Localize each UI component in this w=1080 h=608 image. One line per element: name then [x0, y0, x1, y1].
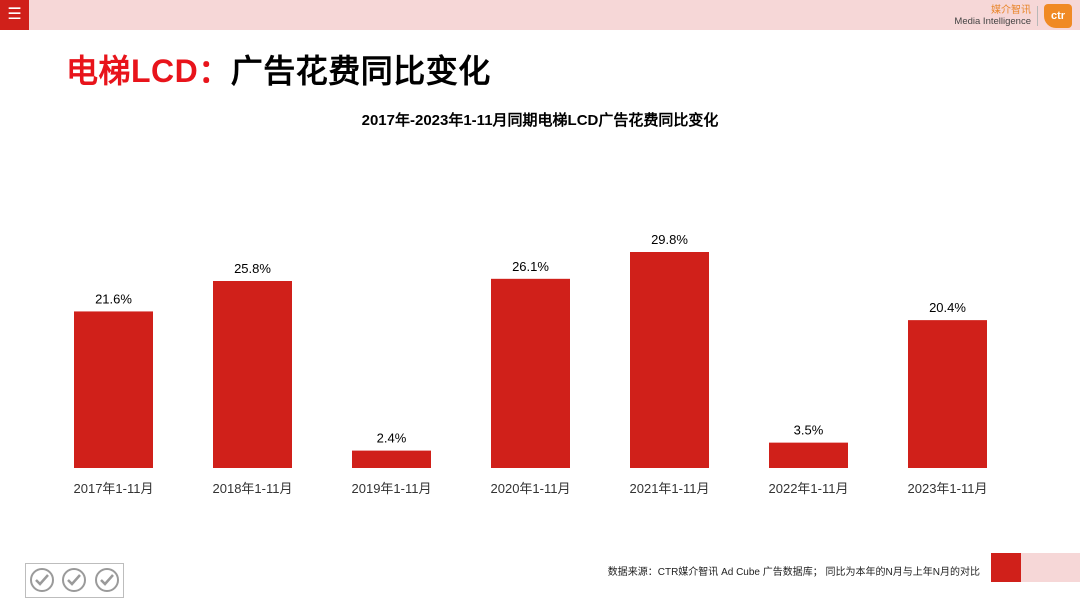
x-tick-label-4: 2020年1-11月: [491, 481, 571, 496]
top-band: [0, 0, 1080, 30]
chart-title: 2017年-2023年1-11月同期电梯LCD广告花费同比变化: [362, 111, 719, 129]
data-label-7: 20.4%: [929, 300, 966, 315]
brand: 媒介智讯 Media Intelligence ctr: [954, 3, 1072, 29]
data-label-2: 25.8%: [234, 261, 271, 276]
bar-5: [630, 252, 709, 468]
bar-3: [352, 450, 431, 468]
brand-name-cn: 媒介智讯: [991, 5, 1031, 16]
bar-chart: 2017年-2023年1-11月同期电梯LCD广告花费同比变化 21.6% 201…: [74, 111, 988, 496]
certification-seal-icon: [94, 567, 119, 592]
data-source-note: 数据来源：CTR媒介智讯 Ad Cube 广告数据库； 同比为本年的N月与上年N…: [607, 567, 980, 578]
x-tick-label-5: 2021年1-11月: [630, 481, 710, 496]
x-tick-label-7: 2023年1-11月: [908, 481, 988, 496]
bar-6: [769, 442, 848, 468]
bar-2: [213, 280, 292, 468]
page-title: 电梯LCD：广告花费同比变化: [66, 46, 491, 92]
data-label-5: 29.8%: [651, 232, 688, 247]
data-label-6: 3.5%: [794, 423, 824, 438]
page-title-red: 电梯LCD：: [66, 53, 231, 89]
footer-red-block: [991, 553, 1021, 582]
x-tick-label-1: 2017年1-11月: [74, 481, 154, 496]
footer-pink-block: [1021, 553, 1080, 582]
ctr-logo: ctr: [1044, 4, 1072, 28]
menu-icon[interactable]: ☰: [0, 0, 29, 30]
bar-7: [908, 320, 987, 468]
page-title-black: 广告花费同比变化: [230, 53, 491, 89]
x-tick-label-3: 2019年1-11月: [352, 481, 432, 496]
certification-seal-icon: [30, 567, 55, 592]
bar-1: [74, 311, 153, 468]
bars-group: 21.6% 2017年1-11月 25.8% 2018年1-11月 2.4% 2019年1…: [74, 232, 988, 496]
data-label-1: 21.6%: [95, 291, 132, 306]
certification-badges: [25, 563, 124, 598]
x-tick-label-2: 2018年1-11月: [213, 481, 293, 496]
brand-name-en: Media Intelligence: [954, 16, 1031, 27]
data-label-4: 26.1%: [512, 259, 549, 274]
brand-divider: [1037, 6, 1038, 26]
bar-4: [491, 278, 570, 468]
data-label-3: 2.4%: [377, 431, 407, 446]
certification-seal-icon: [62, 567, 87, 592]
x-tick-label-6: 2022年1-11月: [769, 481, 849, 496]
